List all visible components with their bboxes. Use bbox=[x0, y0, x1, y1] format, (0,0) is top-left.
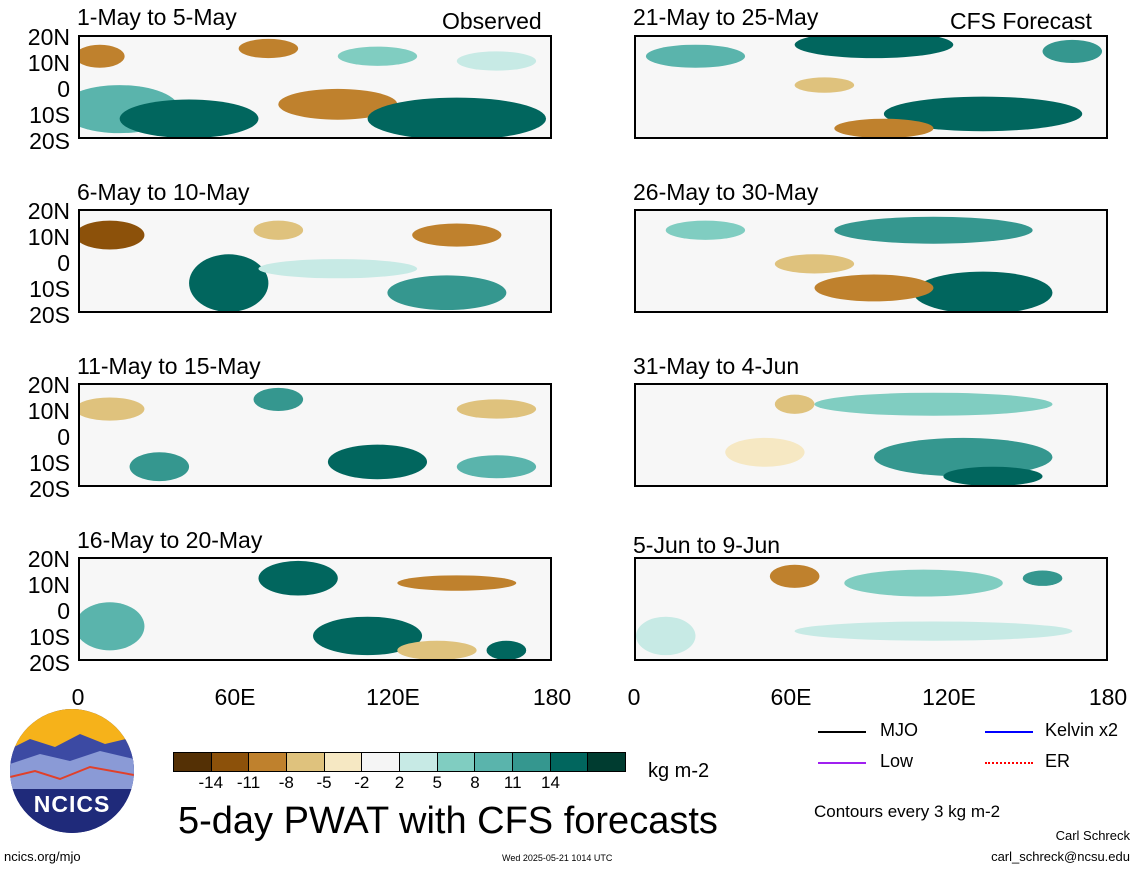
map-panel-obs-3 bbox=[78, 383, 552, 487]
ncics-logo-text: NCICS bbox=[33, 791, 111, 817]
panel-title-fcst-3: 31-May to 4-Jun bbox=[633, 353, 800, 379]
y-label-20n: 20N bbox=[27, 24, 70, 50]
colorbar bbox=[173, 752, 626, 772]
footer-email: carl_schreck@ncsu.edu bbox=[991, 849, 1130, 864]
legend-line-er bbox=[985, 762, 1033, 764]
y-label-20s: 20S bbox=[29, 650, 70, 676]
y-label-10s: 10S bbox=[29, 624, 70, 650]
x-label-120e: 120E bbox=[366, 684, 420, 710]
colorbar-tick-label: -2 bbox=[354, 773, 370, 792]
forecast-label: CFS Forecast bbox=[950, 8, 1092, 34]
y-label-20s: 20S bbox=[29, 302, 70, 328]
map-panel-obs-2 bbox=[78, 209, 552, 313]
colorbar-tick-label: 14 bbox=[541, 773, 560, 792]
colorbar-swatch bbox=[513, 753, 551, 771]
x-label-60e: 60E bbox=[214, 684, 256, 710]
map-panel-fcst-1 bbox=[634, 35, 1108, 139]
colorbar-swatch bbox=[324, 753, 363, 771]
x-label-120e: 120E bbox=[922, 684, 976, 710]
y-label-20s: 20S bbox=[29, 128, 70, 154]
colorbar-swatch bbox=[249, 753, 288, 771]
y-label-10n: 10N bbox=[27, 224, 70, 250]
map-panel-fcst-3 bbox=[634, 383, 1108, 487]
footer-timestamp: Wed 2025-05-21 1014 UTC bbox=[502, 853, 613, 863]
y-label-10s: 10S bbox=[29, 276, 70, 302]
colorbar-units: kg m-2 bbox=[648, 760, 710, 782]
map-panel-fcst-4 bbox=[634, 557, 1108, 661]
x-label-180: 180 bbox=[532, 684, 572, 710]
colorbar-tick-label: -14 bbox=[198, 773, 224, 792]
y-label-10s: 10S bbox=[29, 450, 70, 476]
y-label-0: 0 bbox=[57, 250, 70, 276]
x-label-60e: 60E bbox=[770, 684, 812, 710]
colorbar-swatch bbox=[287, 753, 325, 771]
y-label-20n: 20N bbox=[27, 372, 70, 398]
map-panel-obs-1 bbox=[78, 35, 552, 139]
map-panel-obs-4 bbox=[78, 557, 552, 661]
y-label-10n: 10N bbox=[27, 398, 70, 424]
y-label-0: 0 bbox=[57, 424, 70, 450]
map-panel-fcst-2 bbox=[634, 209, 1108, 313]
x-label-0: 0 bbox=[627, 684, 641, 710]
panel-title-fcst-2: 26-May to 30-May bbox=[633, 179, 819, 205]
colorbar-swatch bbox=[174, 753, 212, 771]
panel-title-obs-4: 16-May to 20-May bbox=[77, 527, 263, 553]
main-title: 5-day PWAT with CFS forecasts bbox=[178, 800, 718, 842]
x-label-180: 180 bbox=[1088, 684, 1128, 710]
y-label-20n: 20N bbox=[27, 198, 70, 224]
legend-label-mjo: MJO bbox=[880, 720, 918, 740]
y-label-0: 0 bbox=[57, 598, 70, 624]
panel-title-fcst-1: 21-May to 25-May bbox=[633, 4, 819, 30]
colorbar-tick-label: 2 bbox=[394, 773, 405, 792]
colorbar-swatch bbox=[588, 753, 626, 771]
x-label-0: 0 bbox=[71, 684, 85, 710]
y-label-10s: 10S bbox=[29, 102, 70, 128]
panel-title-obs-1: 1-May to 5-May bbox=[77, 4, 237, 30]
footer-author: Carl Schreck bbox=[1055, 828, 1130, 843]
legend-line-kelvin bbox=[985, 731, 1033, 733]
colorbar-tick-label: -5 bbox=[316, 773, 332, 792]
legend-label-low: Low bbox=[880, 751, 914, 771]
colorbar-swatch bbox=[211, 753, 250, 771]
observed-label: Observed bbox=[442, 8, 542, 34]
colorbar-swatch bbox=[400, 753, 438, 771]
y-label-10n: 10N bbox=[27, 50, 70, 76]
colorbar-tick-label: 11 bbox=[503, 773, 522, 792]
legend-line-low bbox=[818, 762, 866, 764]
footer-url: ncics.org/mjo bbox=[4, 849, 81, 864]
y-label-10n: 10N bbox=[27, 572, 70, 598]
colorbar-tick-label: 8 bbox=[470, 773, 480, 792]
colorbar-swatch bbox=[437, 753, 476, 771]
legend-line-mjo bbox=[818, 731, 866, 733]
y-label-0: 0 bbox=[57, 76, 70, 102]
y-label-20s: 20S bbox=[29, 476, 70, 502]
colorbar-tick-label: -11 bbox=[236, 773, 261, 792]
panel-title-obs-2: 6-May to 10-May bbox=[77, 179, 250, 205]
ncics-logo: NCICS bbox=[10, 709, 134, 833]
legend-label-kelvin: Kelvin x2 bbox=[1045, 720, 1119, 740]
panel-title-obs-3: 11-May to 15-May bbox=[77, 353, 261, 379]
y-label-20n: 20N bbox=[27, 546, 70, 572]
contour-note: Contours every 3 kg m-2 bbox=[814, 802, 1001, 821]
colorbar-swatch bbox=[362, 753, 401, 771]
panel-title-fcst-4: 5-Jun to 9-Jun bbox=[633, 532, 781, 558]
colorbar-swatch bbox=[475, 753, 514, 771]
legend-label-er: ER bbox=[1045, 751, 1071, 771]
colorbar-tick-label: 5 bbox=[432, 773, 442, 792]
colorbar-swatch bbox=[550, 753, 589, 771]
colorbar-tick-label: -8 bbox=[278, 773, 294, 792]
